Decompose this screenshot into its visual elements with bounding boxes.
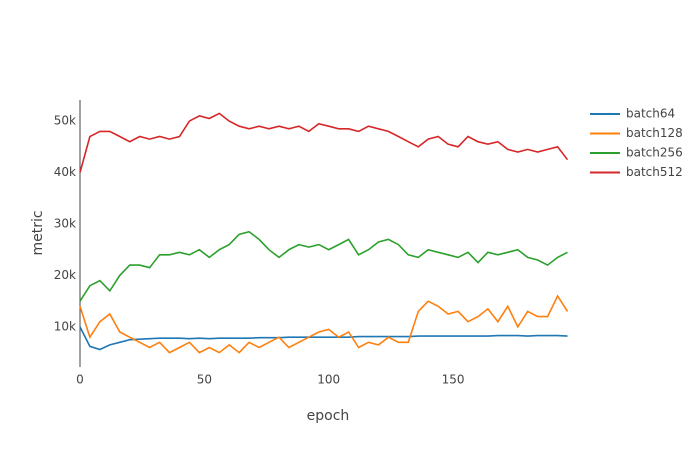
- x-axis-title: epoch: [307, 408, 350, 424]
- legend-label: batch256: [626, 146, 683, 160]
- x-tick-label: 0: [76, 373, 84, 387]
- y-tick-label: 30k: [54, 216, 76, 230]
- x-tick-label: 50: [197, 373, 212, 387]
- line-series: [79, 230, 568, 302]
- legend-label: batch128: [626, 126, 683, 140]
- y-axis-title: metric: [30, 210, 46, 255]
- line-series: [79, 112, 569, 173]
- legend-label: batch64: [626, 107, 675, 121]
- line-series: [79, 294, 569, 354]
- y-tick-label: 10k: [54, 319, 76, 333]
- y-tick-label: 50k: [54, 114, 76, 128]
- y-tick-label: 20k: [54, 268, 76, 282]
- x-tick-label: 100: [317, 373, 340, 387]
- legend-label: batch512: [626, 165, 683, 179]
- line-series: [79, 326, 568, 351]
- x-tick-label: 150: [442, 373, 465, 387]
- y-tick-label: 40k: [54, 165, 76, 179]
